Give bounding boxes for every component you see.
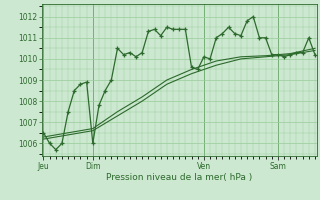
X-axis label: Pression niveau de la mer( hPa ): Pression niveau de la mer( hPa ): [106, 173, 252, 182]
